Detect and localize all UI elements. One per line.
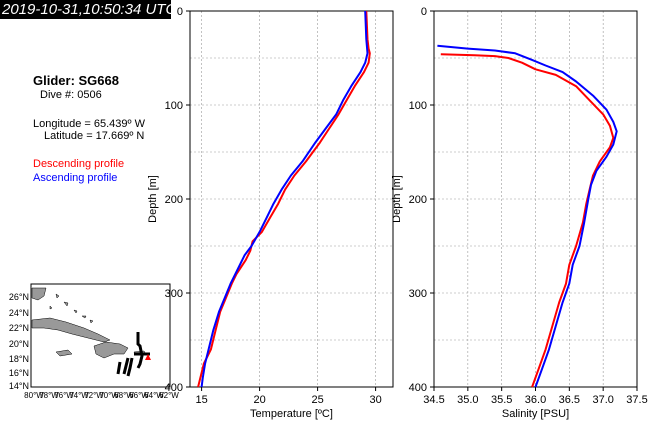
map-lon-label: 64°W <box>144 391 164 400</box>
salinity-xtick-label: 37.5 <box>626 394 647 406</box>
salinity-ytick-label: 200 <box>409 194 427 206</box>
legend-descending: Descending profile <box>33 158 125 170</box>
land-jamaica <box>55 349 73 357</box>
salinity-ytick-label: 0 <box>421 6 427 18</box>
temperature-ytick-label: 0 <box>177 6 183 18</box>
glider-position-marker <box>145 354 151 360</box>
map-lon-label: 72°W <box>84 391 104 400</box>
salinity-ascending-line <box>437 44 618 388</box>
location-map: 14°N 16°N 18°N 20°N 22°N 24°N 26°N 80°W78°W76°… <box>9 283 179 400</box>
salinity-descending-line <box>440 53 615 388</box>
dive-number: Dive #: 0506 <box>40 89 102 101</box>
map-lon-label: 80°W <box>24 391 44 400</box>
temperature-xtick-label: 15 <box>195 394 207 406</box>
map-lat-label: 26°N <box>9 292 29 302</box>
land-hispaniola <box>93 341 129 359</box>
map-lon-label: 78°W <box>39 391 59 400</box>
map-lon-label: 74°W <box>69 391 89 400</box>
salinity-ylabel: Depth [m] <box>391 175 403 223</box>
map-lon-label: 70°W <box>99 391 119 400</box>
salinity-xtick-label: 34.5 <box>423 394 444 406</box>
salinity-xtick-label: 35.0 <box>457 394 478 406</box>
temperature-ytick-label: 100 <box>165 100 183 112</box>
land-florida <box>31 287 47 301</box>
salinity-ytick-label: 100 <box>409 100 427 112</box>
salinity-xtick-label: 36.0 <box>525 394 546 406</box>
temperature-ytick-label: 200 <box>165 194 183 206</box>
timestamp-label: 2019-10-31,10:50:34 UTC <box>0 0 177 19</box>
map-lat-label: 18°N <box>9 354 29 364</box>
temperature-frame <box>189 10 394 388</box>
temperature-xtick-label: 20 <box>253 394 265 406</box>
map-lat-label: 16°N <box>9 368 29 378</box>
salinity-xlabel: Salinity [PSU] <box>502 408 569 420</box>
map-lat-labels: 14°N 16°N 18°N 20°N 22°N 24°N 26°N <box>9 292 29 391</box>
temperature-xtick-label: 25 <box>311 394 323 406</box>
salinity-ytick-label: 400 <box>409 382 427 394</box>
map-lon-label: 62°W <box>159 391 179 400</box>
map-lat-label: 24°N <box>9 308 29 318</box>
map-lon-label: 76°W <box>54 391 74 400</box>
temperature-xtick-label: 30 <box>369 394 381 406</box>
salinity-ytick-label: 300 <box>409 288 427 300</box>
latitude-readout: Latitude = 17.669º N <box>44 130 145 142</box>
land-bahamas <box>49 293 94 324</box>
map-lat-label: 22°N <box>9 323 29 333</box>
map-lon-label: 68°W <box>114 391 134 400</box>
map-lon-labels: 80°W78°W76°W74°W72°W70°W68°W66°W64°W62°W <box>24 391 179 400</box>
glider-track-2 <box>116 357 134 377</box>
legend-ascending: Ascending profile <box>33 172 118 184</box>
temperature-ascending-line <box>200 10 369 388</box>
temperature-ylabel: Depth [m] <box>147 175 159 223</box>
temperature-descending-line <box>197 10 371 388</box>
glider-name: Glider: SG668 <box>33 73 119 88</box>
temperature-xlabel: Temperature [ºC] <box>250 408 333 420</box>
land-cuba <box>31 317 111 343</box>
map-lat-label: 20°N <box>9 339 29 349</box>
salinity-xtick-label: 37.0 <box>592 394 613 406</box>
map-lon-label: 66°W <box>129 391 149 400</box>
glider-track-1 <box>136 332 144 369</box>
salinity-frame <box>433 10 638 388</box>
longitude-readout: Longitude = 65.439º W <box>33 118 145 130</box>
map-lat-label: 14°N <box>9 381 29 391</box>
salinity-xtick-label: 36.5 <box>559 394 580 406</box>
salinity-xtick-label: 35.5 <box>491 394 512 406</box>
